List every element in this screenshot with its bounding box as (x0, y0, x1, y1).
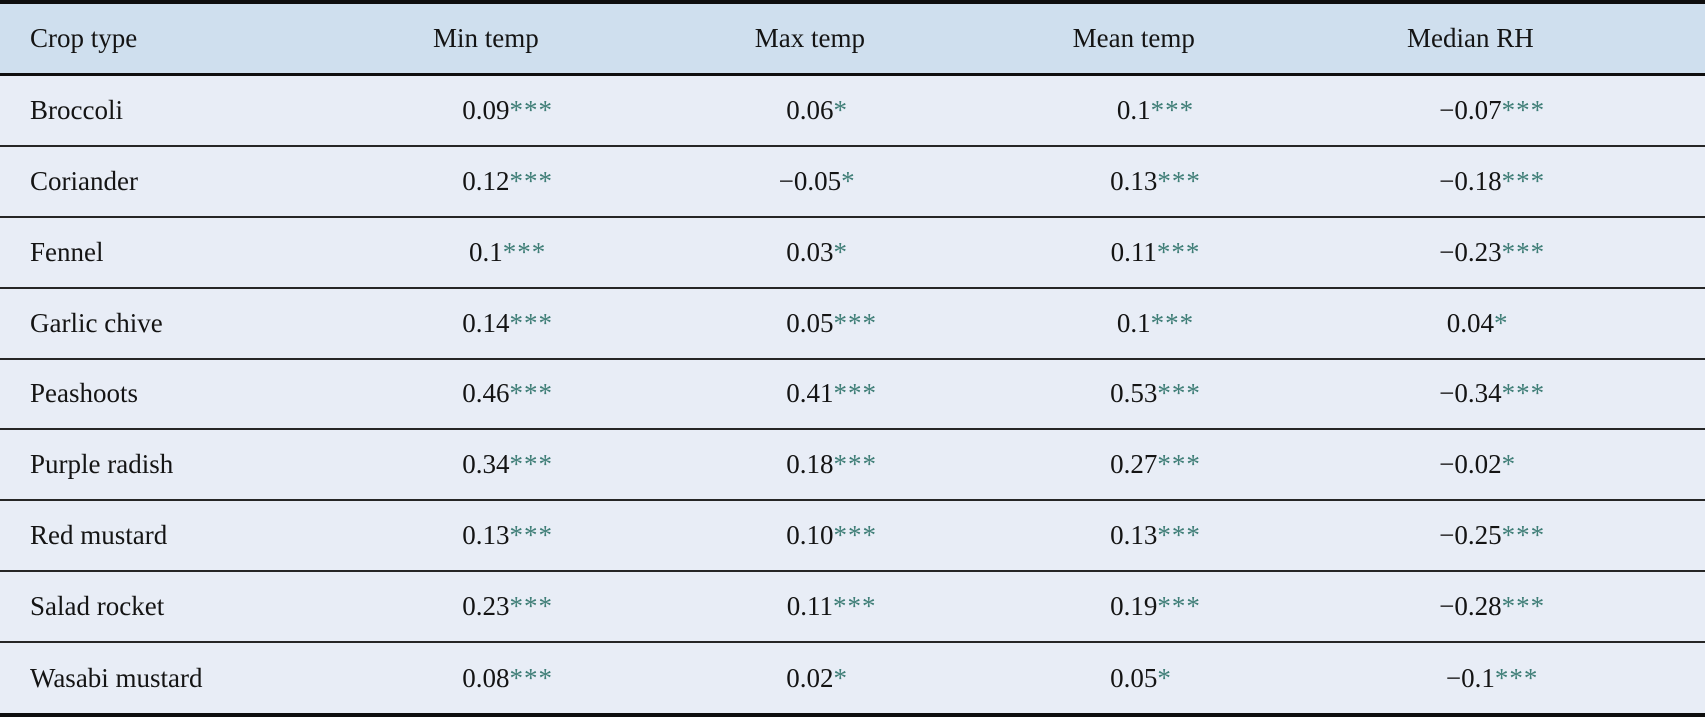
median-rh-value: −0.25 (1439, 520, 1502, 551)
cell-mean-temp: 0.13*** (1110, 520, 1201, 551)
crop-name: Coriander (30, 165, 138, 196)
column-header-crop-type: Crop type (0, 2, 324, 76)
table-header: Crop type Min temp Max temp Mean temp Me… (0, 2, 1705, 76)
cell-max-temp: −0.05* (778, 165, 856, 196)
cell-median-rh: −0.1*** (1445, 662, 1539, 693)
crop-name: Wasabi mustard (30, 662, 203, 693)
table-row: Broccoli 0.09*** 0.06* 0.1*** −0.07*** (0, 74, 1705, 146)
table-row: Fennel 0.1*** 0.03* 0.11*** −0.23*** (0, 216, 1705, 288)
column-header-min-temp: Min temp (323, 2, 648, 76)
cell-max-temp: 0.10*** (786, 520, 877, 551)
table-row: Garlic chive 0.14*** 0.05*** 0.1*** 0.04… (0, 287, 1705, 359)
header-row: Crop type Min temp Max temp Mean temp Me… (0, 2, 1705, 76)
cell-max-temp: 0.18*** (786, 449, 877, 480)
cell-min-temp: 0.14*** (462, 307, 554, 338)
cell-min-temp: 0.34*** (462, 449, 554, 480)
max-temp-value: 0.05 (786, 307, 834, 338)
min-temp-value: 0.12 (462, 165, 510, 196)
min-temp-value: 0.23 (462, 591, 510, 622)
column-header-mean-temp: Mean temp (971, 2, 1296, 76)
min-temp-value: 0.46 (462, 378, 510, 409)
mean-temp-value: 0.1 (1116, 307, 1151, 338)
cell-min-temp: 0.08*** (462, 662, 554, 693)
cell-median-rh: −0.25*** (1439, 520, 1546, 551)
cell-max-temp: 0.05*** (786, 307, 877, 338)
crop-name: Broccoli (30, 94, 123, 125)
cell-min-temp: 0.46*** (462, 378, 554, 409)
cell-max-temp: 0.41*** (786, 378, 877, 409)
mean-temp-value: 0.05 (1110, 662, 1158, 693)
mean-temp-value: 0.27 (1110, 449, 1158, 480)
cell-max-temp: 0.11*** (786, 591, 877, 622)
median-rh-value: −0.34 (1439, 378, 1502, 409)
table-row: Salad rocket 0.23*** 0.11*** 0.19*** −0.… (0, 571, 1705, 643)
cell-max-temp: 0.03* (786, 236, 848, 267)
min-temp-value: 0.08 (462, 662, 510, 693)
crop-name: Fennel (30, 236, 104, 267)
cell-mean-temp: 0.11*** (1110, 236, 1201, 267)
median-rh-value: 0.04 (1446, 307, 1494, 338)
crop-name: Peashoots (30, 378, 138, 409)
cell-min-temp: 0.1*** (469, 236, 547, 267)
cell-mean-temp: 0.13*** (1110, 165, 1201, 196)
cell-mean-temp: 0.27*** (1110, 449, 1201, 480)
cell-median-rh: −0.07*** (1439, 94, 1546, 125)
table-row: Red mustard 0.13*** 0.10*** 0.13*** −0.2… (0, 500, 1705, 572)
min-temp-value: 0.13 (462, 520, 510, 551)
mean-temp-value: 0.1 (1116, 94, 1151, 125)
cell-median-rh: −0.02* (1439, 449, 1517, 480)
crop-name: Purple radish (30, 449, 174, 480)
median-rh-value: −0.07 (1439, 94, 1502, 125)
max-temp-value: −0.05 (778, 165, 842, 196)
mean-temp-value: 0.53 (1110, 378, 1158, 409)
median-rh-value: −0.28 (1439, 591, 1502, 622)
cell-max-temp: 0.02* (786, 662, 848, 693)
cell-mean-temp: 0.19*** (1110, 591, 1201, 622)
min-temp-value: 0.1 (469, 236, 503, 267)
cell-median-rh: 0.04* (1446, 307, 1509, 338)
mean-temp-value: 0.13 (1110, 520, 1158, 551)
cell-median-rh: −0.34*** (1439, 378, 1546, 409)
column-header-median-rh: Median RH (1295, 2, 1705, 76)
min-temp-value: 0.09 (462, 94, 510, 125)
mean-temp-value: 0.13 (1110, 165, 1158, 196)
max-temp-value: 0.10 (786, 520, 834, 551)
table-row: Peashoots 0.46*** 0.41*** 0.53*** −0.34*… (0, 358, 1705, 430)
min-temp-value: 0.34 (462, 449, 510, 480)
max-temp-value: 0.41 (786, 378, 834, 409)
cell-max-temp: 0.06* (786, 94, 848, 125)
median-rh-value: −0.1 (1445, 662, 1495, 693)
cell-min-temp: 0.12*** (462, 165, 554, 196)
cell-min-temp: 0.23*** (462, 591, 554, 622)
median-rh-value: −0.18 (1439, 165, 1502, 196)
mean-temp-value: 0.19 (1110, 591, 1158, 622)
table-row: Purple radish 0.34*** 0.18*** 0.27*** −0… (0, 429, 1705, 501)
min-temp-value: 0.14 (462, 307, 510, 338)
cell-median-rh: −0.18*** (1439, 165, 1546, 196)
table-row: Wasabi mustard 0.08*** 0.02* 0.05* −0.1*… (0, 642, 1705, 715)
median-rh-value: −0.23 (1439, 236, 1502, 267)
max-temp-value: 0.06 (786, 94, 834, 125)
cell-min-temp: 0.13*** (462, 520, 554, 551)
table-row: Coriander 0.12*** −0.05* 0.13*** −0.18**… (0, 145, 1705, 217)
cell-mean-temp: 0.1*** (1116, 94, 1195, 125)
max-temp-value: 0.03 (786, 236, 834, 267)
cell-min-temp: 0.09*** (462, 94, 554, 125)
table-body: Broccoli 0.09*** 0.06* 0.1*** −0.07*** C… (0, 74, 1705, 715)
crop-name: Salad rocket (30, 591, 165, 622)
mean-temp-value: 0.11 (1110, 236, 1157, 267)
column-header-max-temp: Max temp (647, 2, 972, 76)
max-temp-value: 0.18 (786, 449, 834, 480)
cell-median-rh: −0.23*** (1439, 236, 1546, 267)
cell-mean-temp: 0.53*** (1110, 378, 1201, 409)
cell-mean-temp: 0.05* (1110, 662, 1172, 693)
crop-name: Garlic chive (30, 307, 163, 338)
max-temp-value: 0.11 (786, 591, 833, 622)
cell-mean-temp: 0.1*** (1116, 307, 1195, 338)
median-rh-value: −0.02 (1439, 449, 1502, 480)
max-temp-value: 0.02 (786, 662, 834, 693)
crop-name: Red mustard (30, 520, 168, 551)
cell-median-rh: −0.28*** (1439, 591, 1546, 622)
